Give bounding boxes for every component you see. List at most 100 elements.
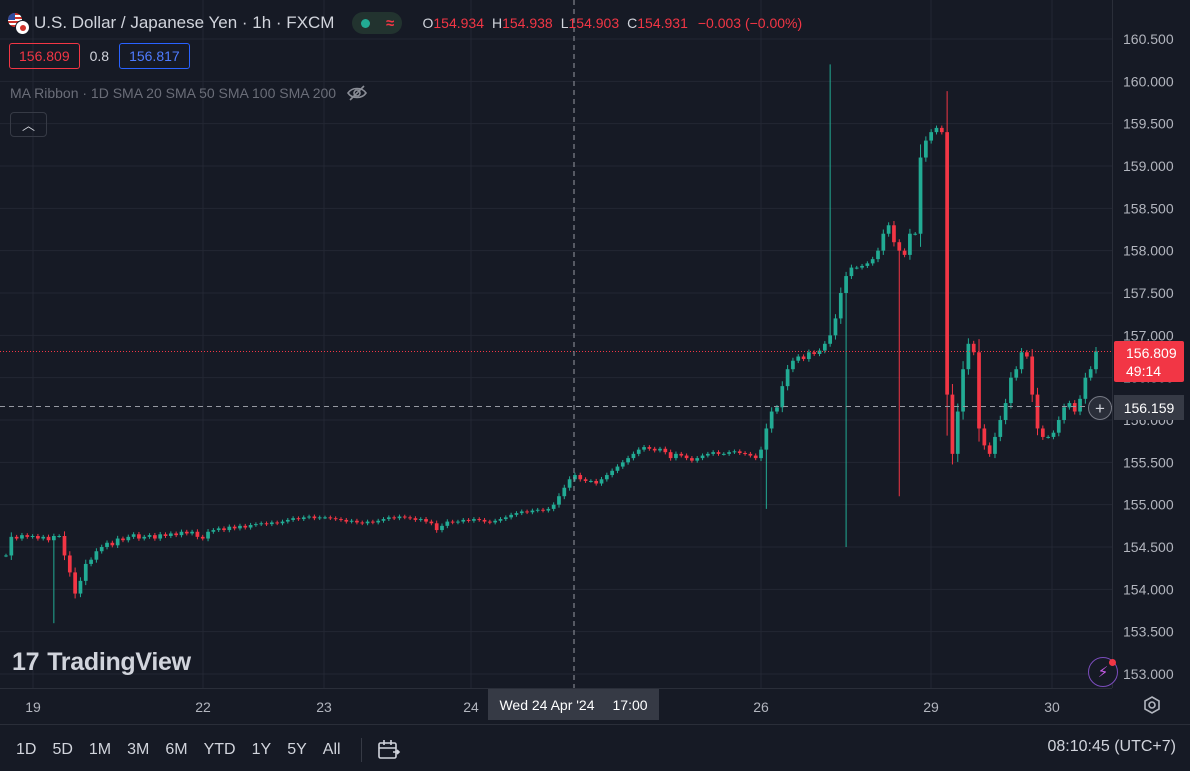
range-button-6m[interactable]: 6M (165, 741, 188, 758)
candle-body (254, 524, 258, 526)
candle-body (126, 536, 131, 541)
range-button-1y[interactable]: 1Y (251, 741, 272, 758)
market-status-pill[interactable]: ≈ (352, 12, 403, 34)
price-tick-label: 154.000 (1123, 581, 1174, 597)
candle-body (705, 453, 710, 456)
symbol-title[interactable]: U.S. Dollar / Japanese Yen · 1h · FXCM (34, 13, 335, 32)
range-button-3m[interactable]: 3M (127, 741, 150, 758)
candle-body (349, 520, 354, 522)
buy-price-button[interactable]: 156.817 (119, 43, 190, 69)
candle-body (62, 535, 67, 556)
lightning-alert-button[interactable]: ⚡ (1088, 657, 1118, 687)
candle-body (445, 521, 450, 526)
crosshair-price-label: 156.159 (1114, 395, 1184, 420)
candle-body (51, 535, 56, 541)
candle-body (67, 555, 72, 573)
price-tick-label: 158.000 (1123, 243, 1174, 259)
currency-flags-icon (8, 13, 30, 35)
candle-body (25, 535, 30, 537)
candle-body (360, 522, 365, 524)
candle-body (477, 519, 482, 521)
candle-body (509, 514, 513, 518)
candle-body (918, 157, 923, 234)
candle-body (153, 535, 157, 539)
candle-body (514, 513, 519, 515)
add-plus-icon[interactable]: + (1088, 396, 1112, 420)
price-tick-label: 160.000 (1123, 73, 1174, 89)
candle-body (115, 538, 120, 546)
range-button-1m[interactable]: 1M (88, 741, 112, 758)
settings-gear-icon[interactable] (1141, 694, 1163, 716)
candle-body (663, 448, 668, 453)
range-button-1d[interactable]: 1D (16, 741, 37, 758)
candle-body (828, 335, 833, 344)
chart-pane[interactable] (0, 0, 1112, 688)
candle-body (1056, 420, 1061, 433)
ohlc-key-l: L (560, 15, 569, 31)
time-tick-label: 26 (753, 699, 769, 715)
candle-body (78, 580, 83, 594)
spread-value: 0.8 (89, 48, 110, 64)
price-tick-label: 154.500 (1123, 539, 1174, 555)
candle-body (408, 517, 412, 519)
go-to-date-calendar-icon[interactable] (376, 738, 402, 762)
candle-body (530, 510, 535, 513)
candle-body (434, 523, 439, 531)
ohlc-value: −0.003 (−0.00%) (697, 15, 803, 31)
bottom-toolbar (0, 724, 1190, 771)
candle-body (291, 518, 295, 520)
candle-body (238, 525, 242, 529)
candle-body (158, 534, 163, 539)
collapse-legend-button[interactable]: ︿ (10, 112, 47, 137)
candle-body (195, 531, 200, 537)
candlestick-chart[interactable] (0, 0, 1112, 688)
candle-body (812, 352, 817, 354)
candle-body (807, 352, 811, 360)
candle-body (950, 394, 955, 454)
candle-body (429, 521, 434, 524)
candle-body (993, 436, 997, 454)
candle-body (732, 451, 737, 453)
candle-body (248, 524, 253, 528)
range-button-ytd[interactable]: YTD (203, 741, 236, 758)
price-tick-label: 157.500 (1123, 285, 1174, 301)
time-scale[interactable]: 19 22 23 24 26 29 30 (0, 688, 1112, 725)
candle-body (472, 519, 476, 521)
candle-body (599, 479, 604, 484)
candle-body (1019, 352, 1024, 370)
candle-body (211, 530, 216, 532)
timezone-clock[interactable]: 08:10:45 (UTC+7) (1047, 738, 1176, 755)
candle-body (711, 452, 716, 454)
candle-body (1030, 356, 1035, 395)
candle-body (902, 250, 907, 255)
candle-body (652, 448, 657, 451)
candle-body (908, 233, 912, 255)
candle-body (381, 519, 386, 521)
candle-body (371, 521, 375, 523)
candle-body (791, 360, 795, 370)
candle-body (668, 452, 673, 459)
range-button-all[interactable]: All (322, 741, 341, 758)
candle-body (674, 453, 678, 459)
eye-crossed-icon[interactable] (346, 84, 368, 102)
candle-body (870, 259, 875, 264)
candle-body (1072, 403, 1077, 412)
candle-body (977, 352, 981, 429)
candle-body (892, 225, 896, 243)
price-scale[interactable]: 153.000 153.500 154.000 154.500 155.000 155.5… (1112, 0, 1190, 688)
candle-body (525, 511, 529, 513)
range-button-5d[interactable]: 5D (52, 741, 73, 758)
range-button-5y[interactable]: 5Y (287, 741, 307, 758)
candle-body (487, 521, 492, 523)
candle-body (30, 535, 35, 537)
data-delay-icon: ≈ (386, 14, 395, 32)
sell-price-button[interactable]: 156.809 (9, 43, 80, 69)
candle-body (94, 551, 99, 560)
candle-body (355, 520, 359, 523)
candle-body (647, 447, 652, 449)
tradingview-logo-icon: 17 (12, 648, 40, 676)
candle-body (456, 521, 460, 523)
candle-body (716, 452, 721, 454)
candle-body (865, 263, 870, 266)
indicator-legend[interactable]: MA Ribbon · 1D SMA 20 SMA 50 SMA 100 SMA… (10, 84, 368, 102)
